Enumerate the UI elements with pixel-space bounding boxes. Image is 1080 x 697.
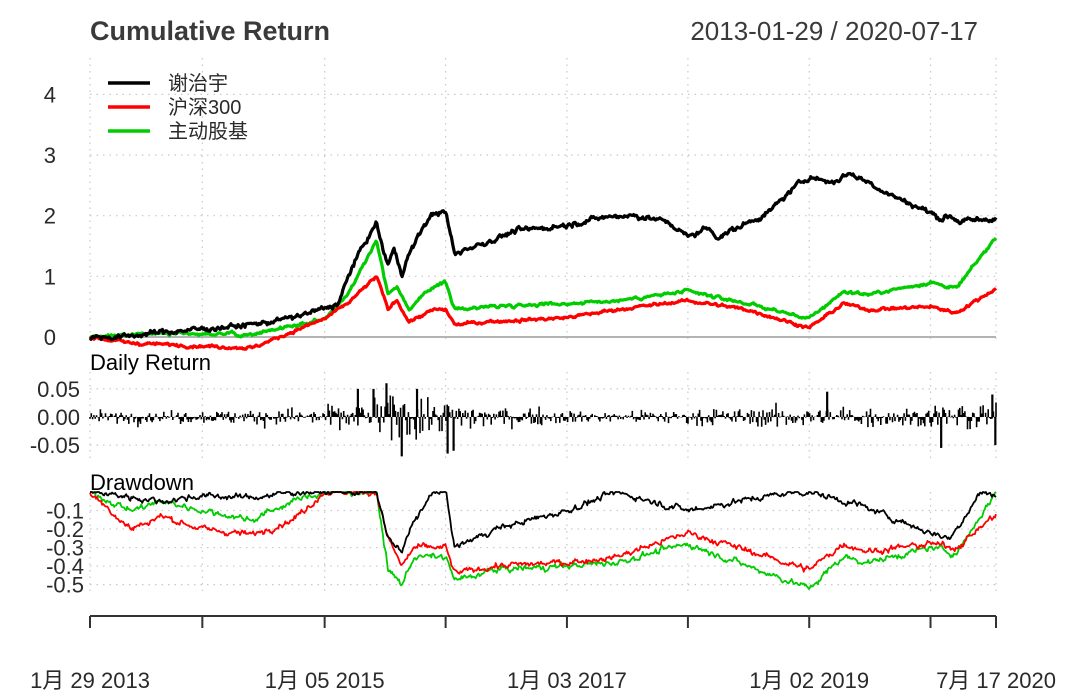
- y-tick-label: 0: [44, 325, 56, 350]
- daily-return-bars: [89, 383, 997, 457]
- legend-label: 谢治宇: [168, 72, 228, 95]
- y-tick-label: -0.1: [46, 499, 84, 524]
- y-tick-label: 0.00: [37, 405, 80, 430]
- x-tick-label: 1月 05 2015: [265, 668, 385, 693]
- drawdown-y-axis: -0.1-0.2-0.3-0.4-0.5: [46, 499, 84, 598]
- y-tick-label: 2: [44, 204, 56, 229]
- cumulative-y-axis: 0 1 2 3 4: [44, 82, 56, 350]
- date-range-label: 2013-01-29 / 2020-07-17: [690, 16, 978, 46]
- y-tick-label: -0.5: [46, 573, 84, 598]
- legend-label: 沪深300: [168, 96, 241, 119]
- series-line-fund-manager: [88, 171, 998, 341]
- series-line-active-equity-funds: [88, 237, 998, 339]
- daily-return-title: Daily Return: [90, 350, 211, 375]
- x-axis: 1月 29 2013 1月 05 2015 1月 03 2017 1月 02 2019…: [30, 615, 1056, 693]
- drawdown-line-active-equity-funds: [89, 491, 997, 590]
- drawdown-line-csi300: [89, 491, 997, 575]
- drawdown-line-fund-manager: [90, 491, 997, 554]
- y-tick-label: -0.05: [30, 433, 80, 458]
- daily-return-y-axis: 0.05 0.00 -0.05: [30, 377, 80, 458]
- y-tick-label: -0.3: [46, 536, 84, 561]
- y-tick-label: 0.05: [37, 377, 80, 402]
- x-tick-label: 1月 03 2017: [507, 668, 627, 693]
- y-tick-label: 3: [44, 143, 56, 168]
- chart-title: Cumulative Return: [90, 16, 330, 46]
- y-tick-label: -0.2: [46, 517, 84, 542]
- cumulative-series: [88, 171, 998, 351]
- daily-return-bar-cluster: [89, 395, 997, 441]
- y-tick-label: -0.4: [46, 554, 84, 579]
- y-tick-label: 1: [44, 264, 56, 289]
- x-tick-label: 1月 02 2019: [749, 668, 869, 693]
- legend-label: 主动股基: [168, 120, 248, 143]
- drawdown-series: [89, 491, 997, 590]
- x-tick-label: 7月 17 2020: [936, 668, 1056, 693]
- x-tick-label: 1月 29 2013: [30, 668, 150, 693]
- series-line-csi300: [88, 275, 998, 351]
- y-tick-label: 4: [44, 82, 56, 107]
- drawdown-title: Drawdown: [90, 470, 194, 495]
